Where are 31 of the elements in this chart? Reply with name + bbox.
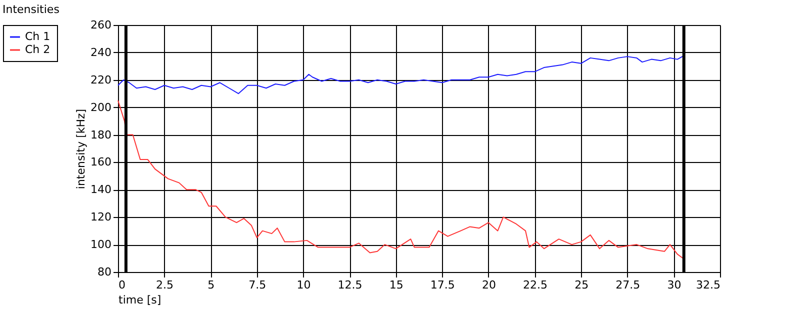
x-tick-label: 15: [389, 278, 404, 292]
y-tick-label: 220: [90, 73, 112, 86]
x-tick-label: 12.5: [338, 278, 362, 292]
legend-label: Ch 2: [25, 43, 50, 56]
x-tick-label: 25: [574, 278, 589, 292]
x-tick-label: 27.5: [616, 278, 640, 292]
y-tick-label: 180: [90, 128, 112, 142]
x-tick-label: 22.5: [523, 278, 548, 292]
x-tick-label: 17.5: [430, 278, 455, 292]
x-tick-label: 30: [667, 278, 682, 292]
x-tick-label: 32.5: [696, 278, 720, 292]
chart-title: Intensities: [2, 3, 60, 16]
x-tick-label: 2.5: [156, 278, 174, 292]
legend-label: Ch 1: [25, 30, 50, 43]
x-tick-label: 5: [208, 278, 215, 292]
y-axis-title: intensity [kHz]: [74, 108, 88, 190]
y-tick-label: 100: [90, 238, 112, 252]
x-tick-label: 7.5: [248, 278, 266, 292]
y-tick-label: 200: [90, 100, 112, 114]
x-tick-label: 10: [296, 278, 311, 292]
y-tick-label: 120: [90, 210, 112, 224]
line-series: [118, 54, 686, 94]
x-tick-label: 0: [118, 278, 126, 292]
y-tick-label: 140: [90, 183, 112, 196]
y-tick-label: 80: [98, 266, 112, 278]
y-tick-label: 240: [90, 46, 112, 59]
y-tick-label: 160: [90, 156, 112, 169]
line-series: [118, 100, 684, 259]
x-tick-label: 20: [482, 278, 496, 292]
y-tick-label: 260: [90, 18, 112, 32]
x-axis-title: time [s]: [118, 294, 162, 306]
